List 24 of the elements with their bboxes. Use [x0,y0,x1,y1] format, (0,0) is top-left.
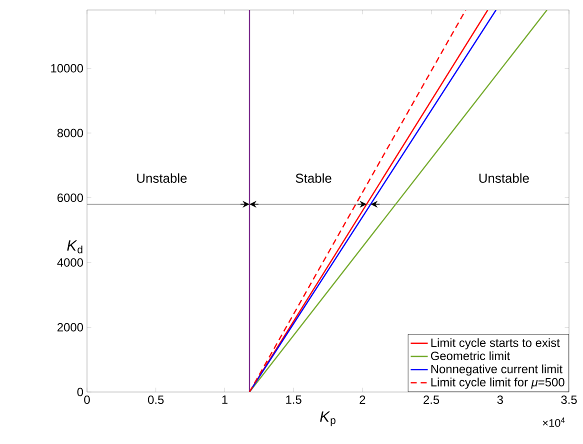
x-tick-label: 3 [497,396,503,404]
annotation: Unstable [137,173,187,183]
text: ×10$^{4}$ [542,418,565,427]
y-tick-label: 2000 [57,323,84,332]
annotation: Unstable [479,173,529,183]
legend-label: Nonnegative current limit [431,364,562,376]
x-tick-label: 0.5 [148,396,164,404]
y-tick-label: 8000 [57,128,84,138]
y-tick-label: 6000 [57,194,84,202]
y-axis-title: K$_{d}$ [67,240,82,254]
y-tick-label: 10000 [51,64,84,72]
x-tick-label: 2 [360,396,366,404]
x-tick-label: 1.5 [286,396,302,404]
legend-label: Limit cycle starts to exist [431,338,560,350]
legend-label: Geometric limit [430,351,510,360]
x-tick-label: 3.5 [561,396,577,404]
annotation: Stable [296,173,332,183]
x-tick-label: 0 [84,396,90,404]
y-tick-label: 4000 [57,258,84,267]
x-tick-label: 1 [222,396,228,404]
legend-label: Limit cycle limit for μ=500 [431,378,564,389]
x-axis-title: K$_{p}$ [320,411,336,426]
x-tick-label: 2.5 [424,396,440,404]
y-tick-label: 0 [77,388,84,396]
